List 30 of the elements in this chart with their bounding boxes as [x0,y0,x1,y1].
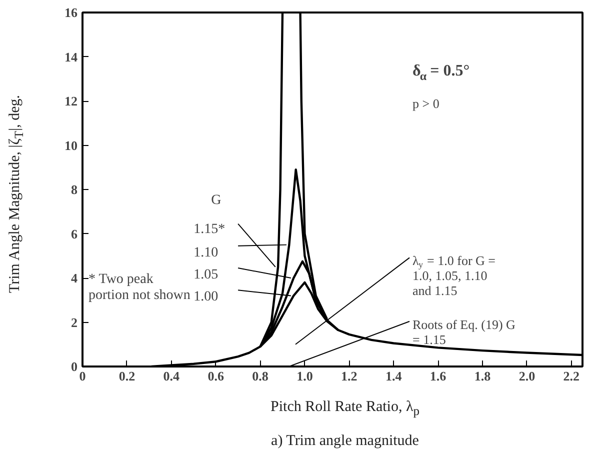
y-tick-label: 6 [71,226,78,242]
text: a) Trim angle magnitude [271,432,419,451]
x-tick-label: 0.4 [163,368,180,384]
x-tick-label: 1.2 [341,368,358,384]
x-tick-label: 0.8 [252,368,269,384]
x-tick-label: 2.2 [563,368,580,384]
x-tick-label: 1.8 [474,368,492,384]
y-tick-label: 16 [64,5,78,20]
x-tick-label: 0.6 [208,368,224,384]
y-tick-label: 8 [71,182,78,197]
legend-label: 1.05 [194,268,218,283]
y-tick-label: 12 [64,94,78,108]
legend-label: 1.10 [194,245,218,260]
x-tick-label: 2.0 [518,368,536,384]
y-tick-label: 2 [71,314,78,330]
annotation: Roots of Eq. (19) G = 1.15 [412,316,516,347]
y-tick-label: 4 [71,270,78,286]
x-tick-label: 1.0 [296,368,313,384]
y-tick-label: 10 [64,138,78,153]
x-tick-label: 0.2 [118,368,136,384]
annotation: * Two peak portion not shown [88,272,190,303]
x-axis-title: Pitch Roll Rate Ratio, λ$_{p}$ [270,398,420,420]
legend-title: G [211,193,222,208]
text: 1.15* [194,222,226,237]
legend-label: 1.00 [194,290,218,305]
y-tick-label: 14 [64,49,78,64]
y-tick-label: 0 [71,359,78,374]
annotation: p > 0 [412,96,440,112]
x-tick-label: 1.6 [430,368,447,384]
x-tick-label: 1.4 [385,368,402,384]
